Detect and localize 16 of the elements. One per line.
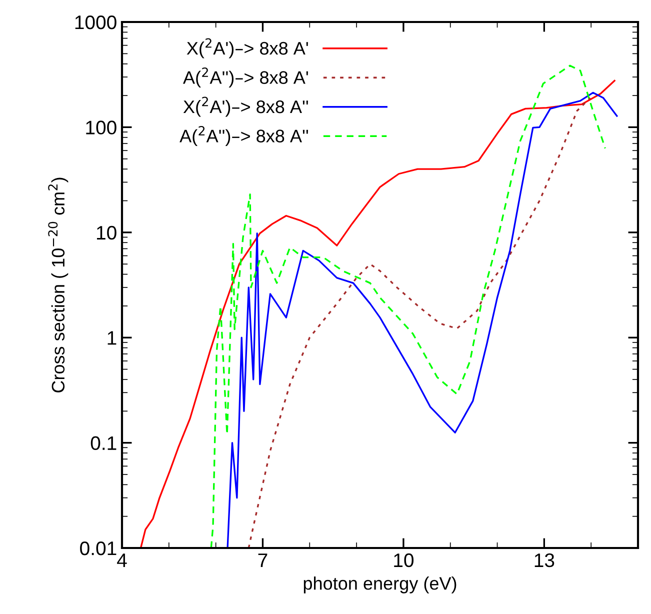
x-tick-label: 13 [534,553,554,568]
legend-label: X($^{2}$A')–> 8x8 A' [186,38,308,58]
y-tick-label: 10 [96,226,116,240]
legend-label: A($^{2}$A'')–> 8x8 A' [182,68,308,88]
x-axis-title: photon energy (eV) [304,576,456,594]
legend-label: X($^{2}$A')–> 8x8 A'' [183,96,308,117]
y-tick-label: 100 [86,120,116,134]
y-axis-title: Cross section ( 10$^{−20}$ cm$^{2}$) [48,178,68,392]
y-tick-label: 1 [108,331,116,345]
x-tick-label: 7 [258,554,268,567]
x-tick-label: 10 [394,553,414,568]
y-tick-label: 0.1 [90,436,116,450]
y-tick-label: 0.01 [80,541,116,556]
y-tick-label: 1000 [75,15,116,30]
x-tick-label: 4 [117,554,127,567]
legend-label: A($^{2}$A'')–> 8x8 A'' [180,126,308,146]
